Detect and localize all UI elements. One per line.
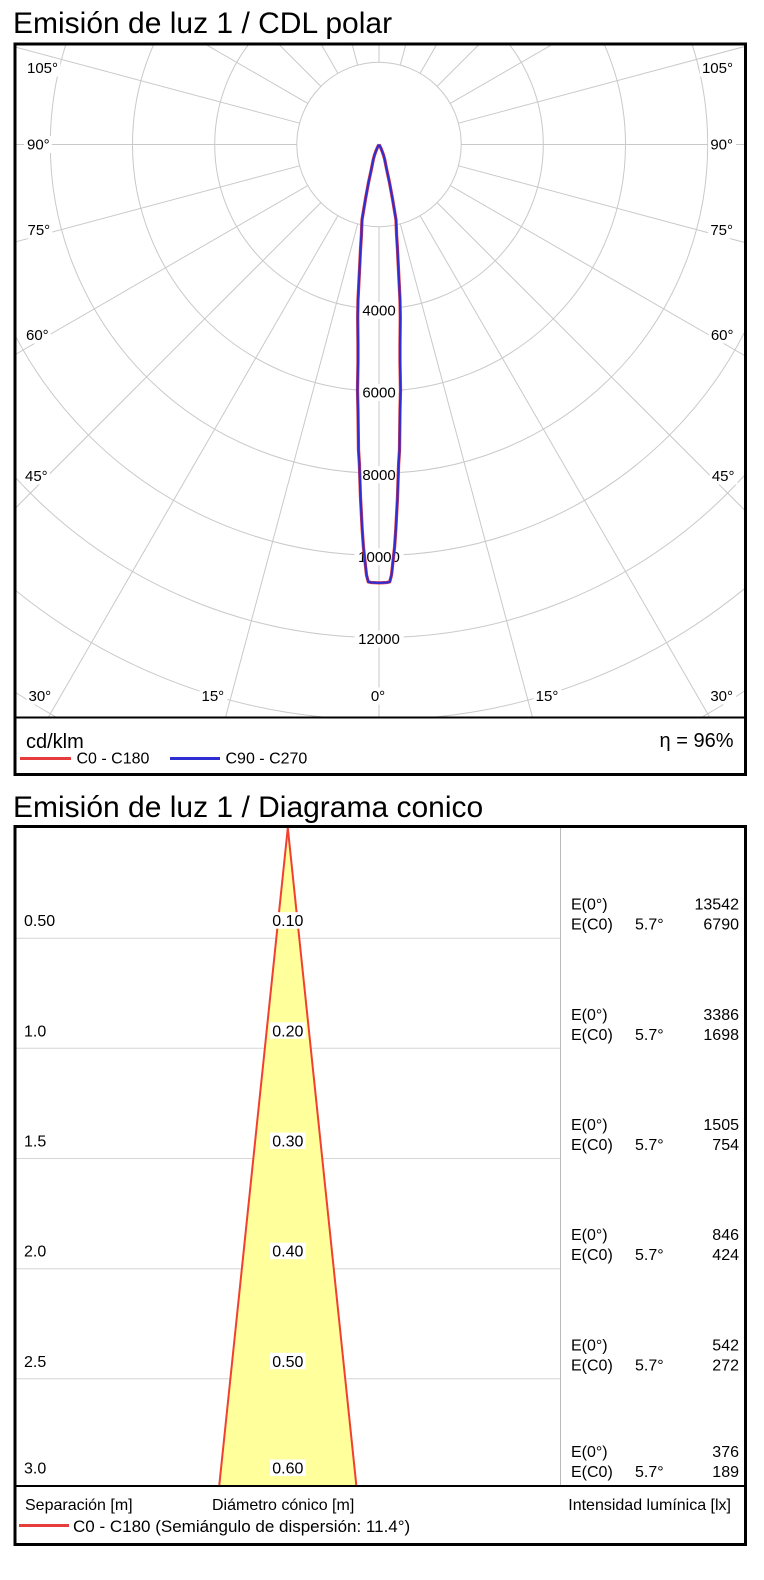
svg-text:E(0°): E(0°)	[571, 1007, 608, 1024]
svg-text:45°: 45°	[25, 468, 48, 485]
svg-text:13542: 13542	[695, 897, 740, 914]
svg-text:75°: 75°	[710, 222, 733, 239]
svg-text:754: 754	[712, 1137, 739, 1154]
svg-text:3386: 3386	[703, 1007, 739, 1024]
svg-text:12000: 12000	[358, 631, 400, 648]
svg-text:2.0: 2.0	[24, 1244, 46, 1261]
svg-text:0.40: 0.40	[272, 1244, 303, 1261]
svg-text:542: 542	[712, 1337, 739, 1354]
svg-text:E(0°): E(0°)	[571, 1227, 608, 1244]
svg-text:4000: 4000	[362, 303, 395, 320]
svg-text:189: 189	[712, 1464, 739, 1481]
svg-text:45°: 45°	[712, 468, 735, 485]
svg-text:2.5: 2.5	[24, 1354, 46, 1371]
svg-text:846: 846	[712, 1227, 739, 1244]
svg-text:C0 - C180: C0 - C180	[77, 751, 150, 768]
svg-text:30°: 30°	[29, 688, 52, 705]
svg-text:Separación [m]: Separación [m]	[25, 1497, 133, 1514]
svg-text:5.7°: 5.7°	[635, 1247, 664, 1264]
svg-text:E(0°): E(0°)	[571, 1117, 608, 1134]
svg-text:E(C0): E(C0)	[571, 1027, 613, 1044]
svg-text:15°: 15°	[202, 688, 225, 705]
svg-text:0.60: 0.60	[272, 1461, 303, 1478]
svg-text:15°: 15°	[536, 688, 559, 705]
svg-text:90°: 90°	[27, 137, 50, 154]
svg-text:0.20: 0.20	[272, 1023, 303, 1040]
svg-text:0.30: 0.30	[272, 1134, 303, 1151]
svg-text:1505: 1505	[703, 1117, 739, 1134]
svg-text:E(C0): E(C0)	[571, 1464, 613, 1481]
svg-text:105°: 105°	[702, 60, 733, 77]
svg-text:0.10: 0.10	[272, 913, 303, 930]
svg-text:0.50: 0.50	[272, 1354, 303, 1371]
svg-text:90°: 90°	[710, 137, 733, 154]
svg-text:5.7°: 5.7°	[635, 1357, 664, 1374]
svg-text:Intensidad lumínica [lx]: Intensidad lumínica [lx]	[568, 1497, 731, 1514]
svg-text:105°: 105°	[27, 60, 58, 77]
svg-text:30°: 30°	[710, 688, 733, 705]
svg-text:0.50: 0.50	[24, 913, 55, 930]
svg-text:Diámetro cónico [m]: Diámetro cónico [m]	[212, 1497, 354, 1514]
svg-text:272: 272	[712, 1357, 739, 1374]
svg-text:C90 - C270: C90 - C270	[226, 751, 308, 768]
svg-text:5.7°: 5.7°	[635, 917, 664, 934]
svg-text:1.5: 1.5	[24, 1134, 46, 1151]
svg-text:1.0: 1.0	[24, 1023, 46, 1040]
svg-text:E(0°): E(0°)	[571, 897, 608, 914]
svg-text:424: 424	[712, 1247, 739, 1264]
svg-text:5.7°: 5.7°	[635, 1464, 664, 1481]
svg-text:6790: 6790	[703, 917, 739, 934]
svg-text:E(C0): E(C0)	[571, 1357, 613, 1374]
svg-text:60°: 60°	[26, 327, 49, 344]
svg-text:6000: 6000	[362, 385, 395, 402]
svg-text:1698: 1698	[703, 1027, 739, 1044]
svg-text:η = 96%: η = 96%	[660, 730, 734, 752]
svg-text:5.7°: 5.7°	[635, 1027, 664, 1044]
svg-text:0°: 0°	[371, 688, 385, 705]
svg-text:cd/klm: cd/klm	[26, 731, 84, 753]
svg-text:3.0: 3.0	[24, 1461, 46, 1478]
svg-text:376: 376	[712, 1444, 739, 1461]
svg-text:5.7°: 5.7°	[635, 1137, 664, 1154]
svg-text:75°: 75°	[28, 222, 51, 239]
svg-text:E(C0): E(C0)	[571, 917, 613, 934]
svg-text:10000: 10000	[358, 549, 400, 566]
svg-text:E(C0): E(C0)	[571, 1137, 613, 1154]
svg-text:E(C0): E(C0)	[571, 1247, 613, 1264]
svg-text:8000: 8000	[362, 467, 395, 484]
svg-text:E(0°): E(0°)	[571, 1337, 608, 1354]
svg-text:C0 - C180 (Semiángulo de dispe: C0 - C180 (Semiángulo de dispersión: 11.…	[73, 1517, 410, 1536]
svg-text:E(0°): E(0°)	[571, 1444, 608, 1461]
svg-text:60°: 60°	[711, 327, 734, 344]
